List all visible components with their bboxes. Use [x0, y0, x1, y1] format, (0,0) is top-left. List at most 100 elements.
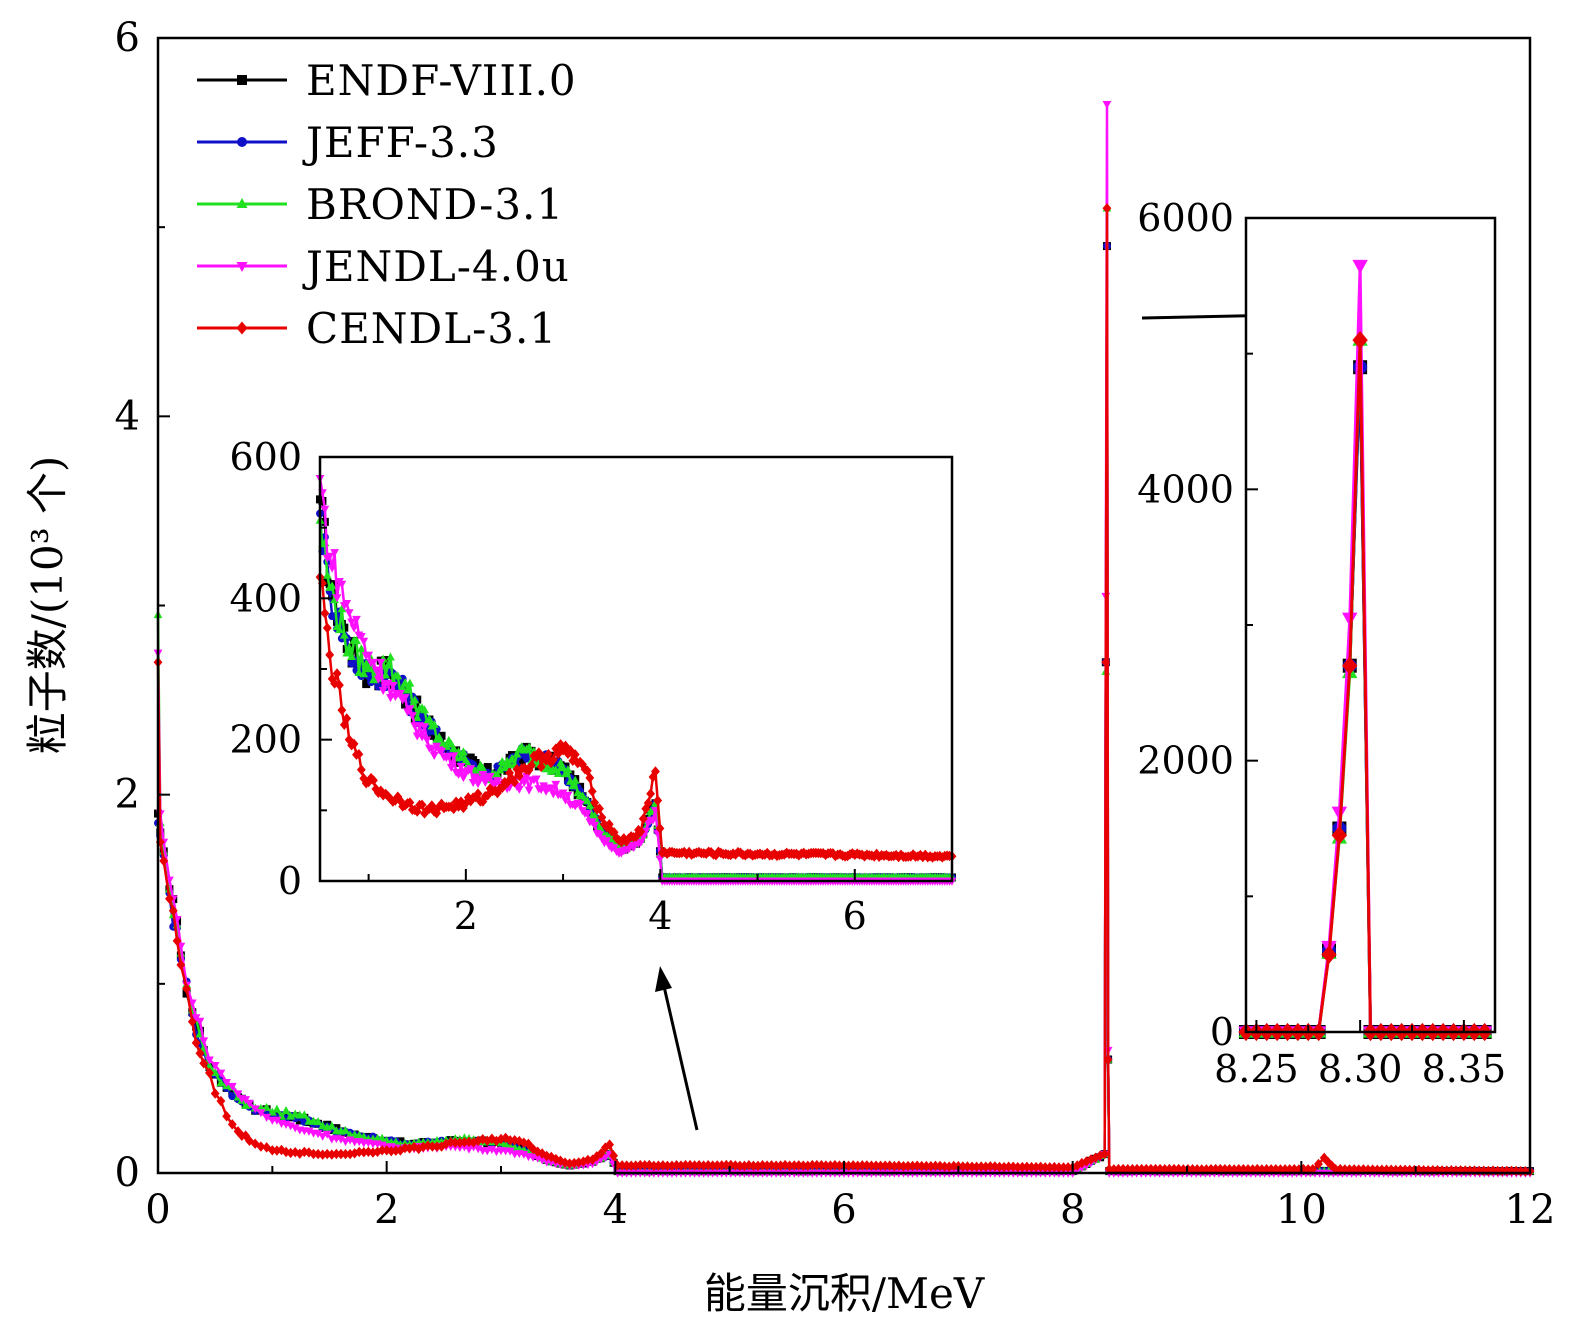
data-point [735, 1160, 745, 1172]
data-point [1442, 1165, 1452, 1176]
data-point [354, 667, 364, 676]
data-point [507, 773, 517, 785]
data-point [195, 1048, 205, 1059]
data-point [327, 581, 337, 590]
data-point [159, 855, 169, 867]
data-point [533, 1146, 542, 1157]
data-point [364, 672, 373, 681]
x-tick-label: 0 [145, 1187, 170, 1233]
data-point [485, 772, 495, 781]
data-point [569, 1157, 579, 1169]
data-point [585, 772, 595, 784]
data-point [320, 608, 330, 619]
data-point [216, 1078, 226, 1087]
data-point [1132, 1163, 1142, 1175]
data-point [1342, 612, 1358, 627]
right-inset-ticks: 8.25 8.30 8.35 0 2000 4000 6000 [1137, 196, 1506, 1091]
data-point [1396, 1164, 1405, 1176]
data-point [1386, 1164, 1396, 1175]
data-point [286, 1122, 296, 1131]
data-point [730, 1160, 740, 1171]
y-tick-label: 2000 [1137, 739, 1234, 783]
data-point [417, 799, 427, 811]
data-point [663, 1160, 672, 1172]
data-point [471, 791, 480, 803]
data-point [1409, 1164, 1419, 1176]
data-point [575, 800, 585, 809]
data-point [1102, 101, 1112, 110]
data-point [393, 671, 403, 680]
data-point [771, 1160, 781, 1171]
data-point [272, 1104, 282, 1113]
data-point [286, 1111, 296, 1120]
data-point [1155, 1163, 1165, 1175]
x-tick-label: 8 [1060, 1187, 1085, 1233]
data-point [635, 1159, 645, 1171]
data-point [359, 669, 369, 678]
data-point [460, 1136, 469, 1148]
data-point [364, 651, 374, 660]
data-point [1049, 1161, 1059, 1173]
data-point [216, 1095, 226, 1107]
data-point [681, 1159, 690, 1171]
legend-label: JEFF-3.3 [302, 118, 499, 167]
data-point [456, 762, 466, 771]
data-point [565, 745, 575, 756]
data-point [1114, 1163, 1123, 1175]
data-point [648, 816, 658, 825]
data-point [192, 1022, 201, 1031]
data-point [233, 1126, 243, 1137]
legend-item-cendl-3-1: CENDL-3.1 [197, 304, 556, 353]
data-point [386, 793, 395, 805]
data-point [1331, 826, 1348, 845]
data-point [359, 637, 369, 646]
data-point [551, 780, 561, 789]
data-point [210, 1088, 220, 1099]
data-point [534, 747, 544, 758]
data-point [325, 552, 335, 561]
data-point [267, 1107, 277, 1116]
data-point [429, 719, 439, 728]
data-point [377, 1133, 387, 1142]
data-point [699, 1160, 709, 1171]
data-point [168, 905, 178, 916]
data-point [199, 1037, 209, 1046]
data-point [427, 745, 437, 754]
data-point [1169, 1163, 1179, 1175]
data-point [391, 1145, 401, 1156]
legend-label: BROND-3.1 [306, 180, 564, 229]
data-point [527, 760, 536, 771]
data-point [313, 1130, 323, 1139]
data-point [1294, 1164, 1304, 1175]
data-point [1164, 1163, 1174, 1175]
y-tick-label: 2 [115, 772, 140, 818]
data-point [327, 1149, 337, 1160]
data-point [331, 1148, 341, 1160]
data-point [712, 1160, 722, 1171]
data-point [548, 754, 558, 765]
data-point [344, 609, 354, 618]
data-point [524, 1138, 533, 1150]
data-point [459, 747, 468, 756]
data-point [461, 798, 471, 809]
data-point [199, 1058, 209, 1069]
data-point [749, 1160, 758, 1172]
data-point [944, 1161, 954, 1172]
data-point [512, 749, 522, 758]
data-point [1352, 259, 1368, 274]
data-point [434, 732, 444, 741]
data-point [653, 795, 663, 806]
data-point [195, 1017, 205, 1026]
data-point [330, 549, 339, 558]
data-point [1289, 1163, 1299, 1175]
y-tick-label: 0 [1210, 1010, 1234, 1054]
data-point [381, 788, 391, 800]
data-point [1146, 1163, 1156, 1175]
x-tick-label: 2 [374, 1187, 399, 1233]
data-point [418, 1141, 428, 1153]
data-point [437, 747, 446, 756]
data-point [417, 733, 427, 742]
data-point [356, 764, 366, 775]
data-point [1252, 1163, 1262, 1175]
data-point [1368, 1164, 1378, 1175]
